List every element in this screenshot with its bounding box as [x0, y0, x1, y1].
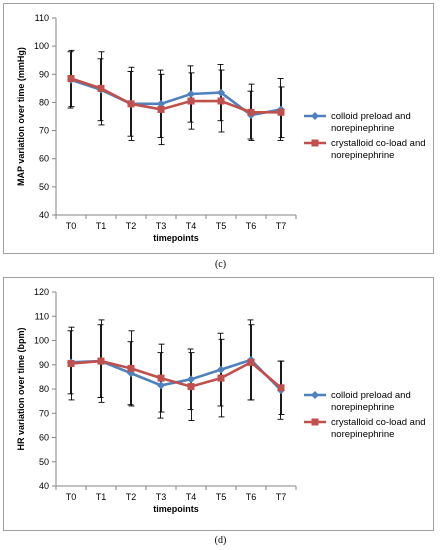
data-point-square: [67, 360, 75, 368]
x-tick-label: T5: [216, 492, 227, 502]
legend-label-line: colloid preload and: [331, 111, 411, 122]
legend-label-line: norepinephrine: [331, 429, 394, 440]
x-tick-label: T2: [126, 221, 137, 231]
x-tick-label: T1: [96, 221, 107, 231]
x-tick-label: T5: [216, 221, 227, 231]
series-line-2: [70, 359, 282, 389]
data-point-diamond: [187, 89, 195, 98]
data-point-square: [247, 358, 255, 366]
x-tick-label: T0: [66, 221, 77, 231]
legend-label-line: norepinephrine: [331, 150, 394, 161]
x-tick-label: T3: [156, 221, 167, 231]
y-tick-label: 100: [34, 336, 49, 346]
x-tick-label: T6: [246, 221, 257, 231]
x-tick-label: T0: [66, 492, 77, 502]
y-tick-label: 110: [35, 311, 49, 321]
y-axis-title: MAP variation over time (mmHg): [16, 47, 26, 186]
x-tick-label: T3: [156, 492, 167, 502]
legend-label-line: colloid preload and: [331, 390, 411, 401]
x-tick-label: T7: [276, 492, 287, 502]
legend-label-line: crystalloid co-load and: [331, 138, 426, 149]
legend-label: crystalloid co-load and norepinephrine: [331, 138, 426, 161]
chart-panel-c: 40 50 60 70 80 90 100 110 T0 T1 T2 T3 T4 T5 T6 T7 timepo…: [3, 3, 434, 254]
legend-label: crystalloid co-load and norepinephrine: [331, 417, 426, 440]
data-point-diamond: [217, 365, 225, 374]
figure-caption-d: (d): [214, 535, 227, 546]
legend-label: colloid preload and norepinephrine: [331, 390, 411, 413]
y-tick-label: 40: [39, 481, 49, 491]
y-tick-label: 60: [39, 433, 49, 443]
x-tick-label: T6: [246, 492, 257, 502]
map-chart: 40 50 60 70 80 90 100 110 T0 T1 T2 T3 T4 T5 T6 T7 timepo…: [16, 13, 426, 243]
data-point-square: [127, 364, 135, 372]
data-point-diamond: [157, 99, 165, 108]
x-tick-label: T4: [186, 221, 197, 231]
data-point-diamond: [217, 88, 225, 97]
y-tick-label: 70: [39, 408, 49, 418]
data-point-square: [97, 84, 105, 92]
data-point-square: [157, 374, 165, 382]
legend-marker-square: [311, 418, 319, 426]
data-point-square: [277, 384, 285, 392]
y-tick-label: 80: [39, 97, 49, 107]
y-tick-label: 90: [39, 360, 49, 370]
y-tick-label: 100: [34, 41, 49, 51]
data-point-square: [217, 97, 225, 105]
data-point-square: [277, 108, 285, 116]
x-tick-label: T4: [186, 492, 197, 502]
data-point-square: [157, 105, 165, 113]
data-point-square: [97, 357, 105, 365]
x-tick-label: T1: [96, 492, 107, 502]
y-tick-label: 120: [34, 287, 49, 297]
chart-panel-d: 40 50 60 70 80 90 100 110 120 T0 T1 T2 T3 T4 T5 T6 T7 tim…: [3, 277, 434, 531]
y-tick-label: 110: [35, 13, 49, 23]
data-point-square: [187, 383, 195, 391]
x-tick-label: T2: [126, 492, 137, 502]
x-tick-label: T7: [276, 221, 287, 231]
legend-marker-diamond: [311, 112, 319, 120]
y-tick-label: 50: [39, 182, 49, 192]
y-tick-label: 70: [39, 126, 49, 136]
legend-marker-square: [311, 139, 319, 147]
y-tick-label: 50: [39, 457, 49, 467]
data-point-diamond: [157, 381, 165, 390]
legend-label-line: norepinephrine: [331, 402, 394, 413]
legend-label-line: crystalloid co-load and: [331, 417, 426, 428]
data-point-square: [67, 75, 75, 83]
data-point-square: [247, 108, 255, 116]
data-point-square: [187, 97, 195, 105]
y-axis-title: HR variation over time (bpm): [16, 327, 26, 450]
data-point-square: [217, 374, 225, 382]
figure-caption-c: (c): [214, 259, 227, 270]
x-axis-title: timepoints: [153, 233, 199, 243]
y-tick-label: 40: [39, 210, 49, 220]
y-tick-label: 80: [39, 384, 49, 394]
legend-label-line: norepinephrine: [331, 123, 394, 134]
y-tick-label: 60: [39, 154, 49, 164]
legend-label: colloid preload and norepinephrine: [331, 111, 411, 134]
data-point-diamond: [127, 369, 135, 378]
legend-marker-diamond: [311, 391, 319, 399]
hr-chart: 40 50 60 70 80 90 100 110 120 T0 T1 T2 T3 T4 T5 T6 T7 tim…: [16, 287, 426, 514]
data-point-diamond: [187, 375, 195, 384]
x-axis-title: timepoints: [153, 504, 199, 514]
y-tick-label: 90: [39, 69, 49, 79]
series-line-2: [70, 77, 281, 114]
data-point-square: [127, 100, 135, 108]
